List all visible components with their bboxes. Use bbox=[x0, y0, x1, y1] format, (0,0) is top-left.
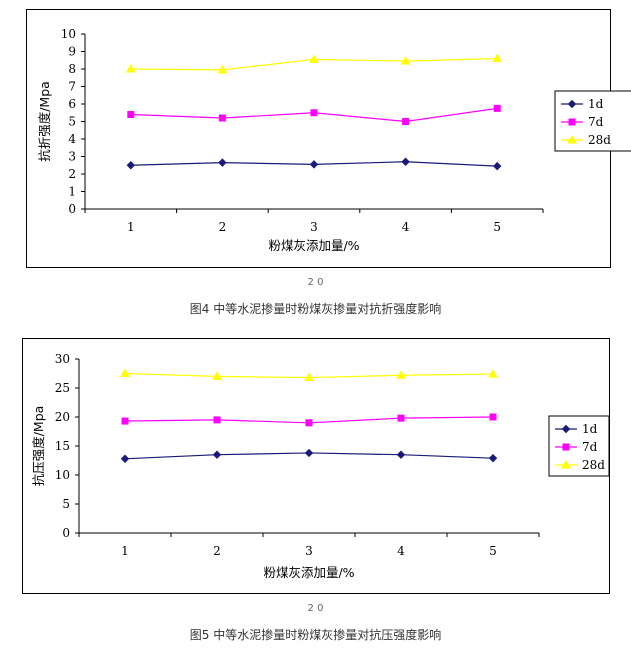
data-point-7d bbox=[127, 111, 135, 118]
legend-box bbox=[548, 415, 610, 477]
data-point-1d bbox=[396, 450, 406, 459]
series-1d bbox=[126, 157, 502, 171]
x-tick-label: 4 bbox=[402, 220, 410, 234]
legend-marker bbox=[567, 99, 577, 109]
legend-marker bbox=[567, 134, 577, 144]
x-tick-label: 5 bbox=[493, 220, 501, 234]
data-point-7d bbox=[121, 417, 129, 425]
data-point-7d bbox=[218, 114, 226, 122]
data-point-1d bbox=[309, 160, 319, 169]
series-7d bbox=[121, 413, 497, 427]
data-point-1d bbox=[401, 157, 410, 166]
x-axis-label: 粉煤灰添加量/% bbox=[263, 565, 354, 580]
data-point-28d bbox=[120, 368, 130, 377]
data-point-28d bbox=[396, 370, 406, 379]
chart-frame-compressive: 0 5 10 15 20 25 30 1 2 3 4 5 抗压强度/Mpa 粉煤灰添加量/% 1d 7d 28d bbox=[22, 338, 610, 594]
data-point-1d bbox=[218, 158, 227, 167]
y-tick-label: 0 bbox=[62, 526, 70, 540]
legend: 1d 7d 28d bbox=[554, 90, 631, 152]
data-point-7d bbox=[305, 419, 313, 427]
x-tick-label: 1 bbox=[121, 544, 129, 558]
legend-marker bbox=[561, 459, 571, 469]
y-tick-label: 9 bbox=[68, 45, 76, 59]
series-1d bbox=[120, 448, 498, 463]
legend-box bbox=[554, 90, 631, 152]
y-axis-label: 抗压强度/Mpa bbox=[31, 406, 46, 487]
series-28d bbox=[120, 368, 498, 382]
chart-frame-flexural: 0 1 2 3 4 5 6 7 8 9 10 1 2 3 4 5 抗折强度/Mpa 粉煤灰添加量/% 1d 7d 28d bbox=[26, 9, 631, 268]
data-point-1d bbox=[120, 454, 130, 463]
legend: 1d 7d 28d bbox=[548, 415, 610, 477]
x-tick-label: 2 bbox=[219, 220, 227, 234]
x-axis-label: 粉煤灰添加量/% bbox=[268, 238, 359, 253]
y-tick-label: 3 bbox=[68, 150, 76, 164]
data-point-1d bbox=[126, 161, 136, 170]
data-point-28d bbox=[125, 63, 136, 73]
data-point-1d bbox=[212, 450, 222, 459]
data-point-28d bbox=[217, 64, 228, 74]
legend-marker bbox=[562, 443, 570, 451]
x-tick-label: 2 bbox=[213, 544, 221, 558]
data-point-28d bbox=[309, 54, 319, 63]
stray-mark: 2 0 bbox=[307, 277, 324, 288]
y-tick-label: 5 bbox=[68, 115, 76, 129]
legend-label: 28d bbox=[582, 458, 605, 472]
series-28d bbox=[125, 53, 503, 74]
data-point-1d bbox=[304, 448, 314, 458]
data-point-7d bbox=[310, 109, 318, 117]
data-point-28d bbox=[212, 371, 222, 380]
data-point-1d bbox=[488, 453, 498, 463]
legend-label: 7d bbox=[582, 440, 598, 454]
y-tick-label: 10 bbox=[61, 27, 76, 41]
data-point-28d bbox=[488, 369, 498, 378]
x-tick-label: 5 bbox=[489, 544, 497, 558]
x-tick-label: 4 bbox=[397, 544, 405, 558]
legend-label: 1d bbox=[582, 422, 598, 436]
x-tick-label: 3 bbox=[305, 544, 313, 558]
legend-marker bbox=[561, 424, 571, 434]
y-tick-label: 20 bbox=[55, 410, 70, 424]
figure-caption-4: 图4 中等水泥掺量时粉煤灰掺量对抗折强度影响 bbox=[189, 302, 442, 316]
y-tick-label: 6 bbox=[68, 97, 76, 111]
x-tick-label: 3 bbox=[310, 220, 318, 234]
legend-label: 1d bbox=[588, 97, 604, 111]
data-point-28d bbox=[400, 56, 411, 65]
y-tick-label: 25 bbox=[55, 381, 70, 395]
y-tick-label: 15 bbox=[55, 439, 70, 453]
compressive-strength-chart: 0 5 10 15 20 25 30 1 2 3 4 5 抗压强度/Mpa 粉煤灰添加量/% 1d 7d 28d bbox=[31, 352, 610, 580]
data-point-7d bbox=[493, 104, 501, 112]
data-point-7d bbox=[402, 118, 410, 125]
y-tick-label: 30 bbox=[55, 352, 70, 366]
y-tick-label: 10 bbox=[55, 468, 70, 482]
y-tick-label: 7 bbox=[68, 80, 76, 94]
data-point-1d bbox=[492, 161, 502, 171]
flexural-strength-chart: 0 1 2 3 4 5 6 7 8 9 10 1 2 3 4 5 抗折强度/Mpa 粉煤灰添加量/% 1d 7d 28d bbox=[37, 27, 631, 253]
legend-marker bbox=[568, 118, 576, 126]
series-7d bbox=[127, 104, 501, 125]
x-tick-label: 1 bbox=[127, 220, 135, 234]
data-point-7d bbox=[213, 416, 221, 424]
y-tick-label: 5 bbox=[62, 497, 70, 511]
data-point-28d bbox=[304, 372, 314, 382]
y-tick-label: 8 bbox=[68, 62, 76, 76]
data-point-7d bbox=[397, 414, 405, 422]
figure-caption-5: 图5 中等水泥掺量时粉煤灰掺量对抗压强度影响 bbox=[189, 628, 442, 642]
y-tick-label: 4 bbox=[68, 132, 76, 146]
data-point-28d bbox=[492, 53, 503, 62]
y-tick-label: 2 bbox=[68, 167, 76, 181]
stray-mark: 2 0 bbox=[307, 603, 324, 614]
y-axis-label: 抗折强度/Mpa bbox=[37, 81, 52, 162]
data-point-7d bbox=[489, 413, 497, 421]
y-tick-label: 0 bbox=[68, 202, 76, 216]
legend-label: 28d bbox=[588, 133, 611, 147]
y-tick-label: 1 bbox=[68, 185, 76, 199]
legend-label: 7d bbox=[588, 115, 604, 129]
